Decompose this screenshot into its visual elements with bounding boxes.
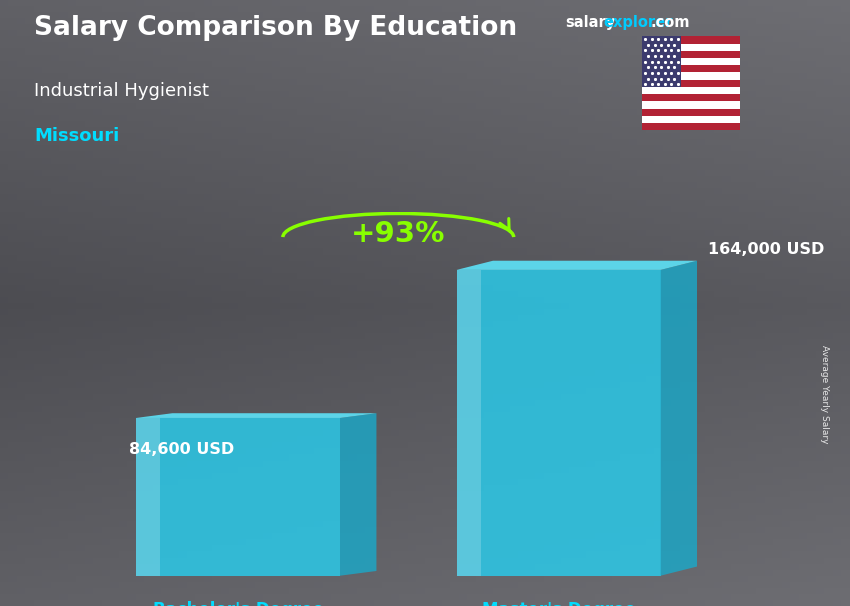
Bar	[642, 44, 740, 51]
Text: 84,600 USD: 84,600 USD	[128, 442, 234, 458]
Bar	[642, 108, 740, 116]
Text: Industrial Hygienist: Industrial Hygienist	[34, 82, 209, 100]
Bar	[642, 65, 740, 73]
Text: 164,000 USD: 164,000 USD	[708, 242, 824, 257]
Text: Salary Comparison By Education: Salary Comparison By Education	[34, 15, 517, 41]
Bar	[642, 101, 740, 108]
Text: explorer: explorer	[604, 15, 673, 30]
Text: Bachelor's Degree: Bachelor's Degree	[152, 601, 324, 606]
Text: salary: salary	[565, 15, 615, 30]
Text: Average Yearly Salary: Average Yearly Salary	[819, 345, 829, 443]
Polygon shape	[136, 418, 340, 576]
Bar	[642, 87, 740, 94]
Bar	[642, 36, 740, 44]
Polygon shape	[456, 261, 697, 270]
Polygon shape	[136, 418, 161, 576]
Bar	[642, 80, 740, 87]
Bar	[642, 36, 681, 87]
Text: .com: .com	[650, 15, 689, 30]
Text: Missouri: Missouri	[34, 127, 119, 145]
Polygon shape	[456, 270, 660, 576]
Polygon shape	[456, 270, 481, 576]
Polygon shape	[660, 261, 697, 576]
Bar	[642, 58, 740, 65]
Text: +93%: +93%	[351, 220, 445, 248]
Polygon shape	[340, 413, 377, 576]
Bar	[642, 116, 740, 123]
Bar	[642, 51, 740, 58]
Polygon shape	[136, 413, 377, 418]
Bar	[642, 73, 740, 80]
Bar	[642, 123, 740, 130]
Text: Master's Degree: Master's Degree	[482, 601, 636, 606]
Bar	[642, 94, 740, 101]
